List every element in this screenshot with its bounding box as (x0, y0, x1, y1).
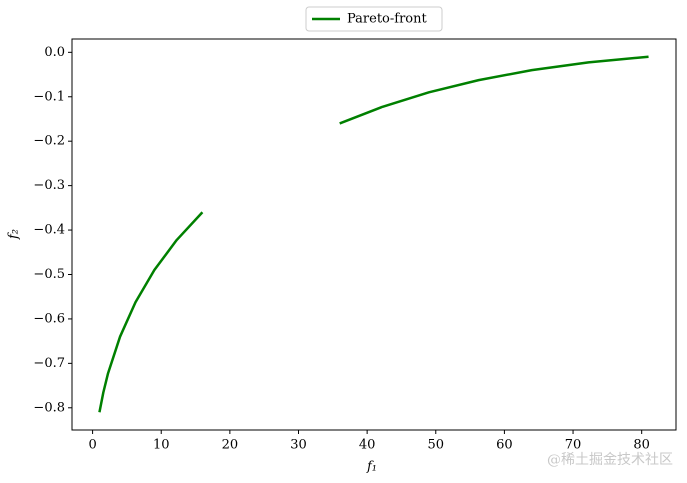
legend-label: Pareto-front (347, 12, 427, 27)
x-tick-label: 40 (359, 438, 376, 453)
y-tick-label: −0.5 (33, 267, 65, 282)
x-tick-label: 20 (222, 438, 239, 453)
x-tick-label: 30 (290, 438, 307, 453)
y-axis-label: f₂ (7, 229, 22, 240)
x-tick-label: 60 (496, 438, 513, 453)
plot-frame (71, 38, 677, 431)
x-axis-label: f₁ (366, 460, 377, 475)
y-tick-label: 0.0 (44, 45, 65, 60)
y-tick-label: −0.7 (33, 356, 65, 371)
y-tick-label: −0.3 (33, 178, 65, 193)
x-tick-label: 50 (427, 438, 444, 453)
y-tick-label: −0.1 (33, 89, 65, 104)
y-tick-label: −0.8 (33, 400, 65, 415)
y-tick-label: −0.4 (33, 223, 65, 238)
y-tick-label: −0.6 (33, 311, 65, 326)
line-series (98, 55, 649, 413)
legend-box (305, 6, 443, 32)
y-tick-label: −0.2 (33, 134, 65, 149)
watermark: @稀土掘金技术社区 (547, 452, 673, 468)
x-tick-label: 80 (633, 438, 650, 453)
x-tick-label: 0 (88, 438, 96, 453)
x-tick-label: 10 (153, 438, 170, 453)
x-tick-label: 70 (565, 438, 582, 453)
